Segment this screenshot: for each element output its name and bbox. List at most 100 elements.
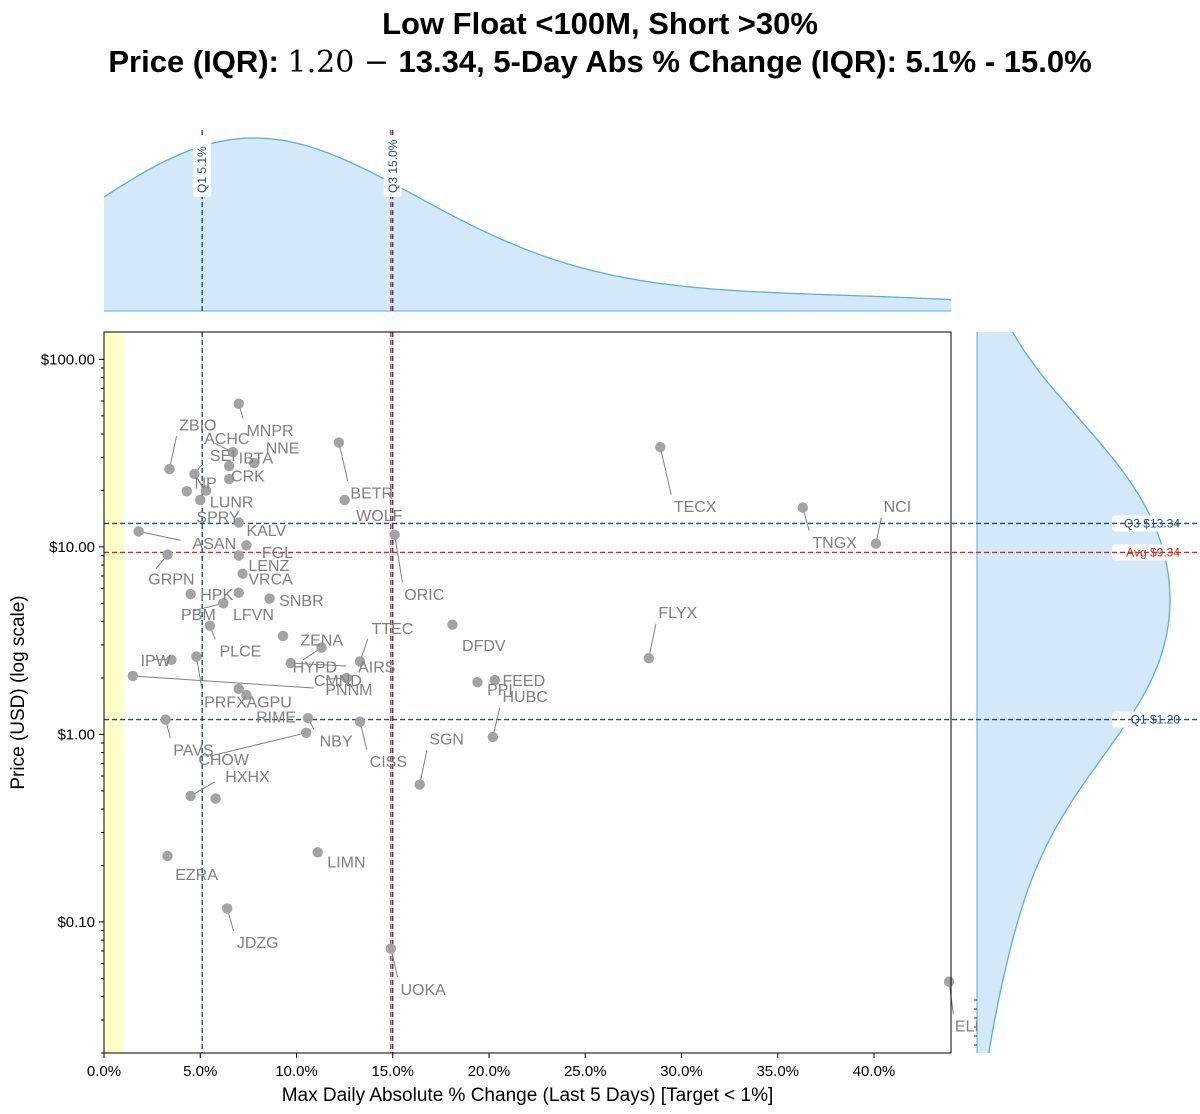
data-point [195, 494, 206, 506]
right-kde-line [988, 331, 1171, 1054]
point-label: VRCA [248, 571, 293, 588]
point-label: NP [194, 476, 216, 493]
y-tick-label: $100.00 [41, 351, 95, 368]
point-label: SEI [210, 448, 236, 465]
leader-line [290, 662, 347, 667]
point-label: HPK [200, 587, 233, 604]
point-label: ELI [955, 1019, 979, 1036]
leader-line [659, 447, 672, 495]
x-tick-label: 25.0% [564, 1063, 607, 1080]
leader-line [192, 602, 224, 612]
x-tick-label: 5.0% [183, 1063, 217, 1080]
main-scatter-plot: MNPRZBIOACHCBETRTECXNNEIBTASEICRKNPLUNRS… [8, 331, 1200, 1106]
top-marginal-kde: Q1 5.1% Q3 15.0% [103, 130, 952, 312]
data-point [264, 593, 275, 604]
chart-title-line-2: Price (IQR): 1.20 − 13.34, 5-Day Abs % C… [0, 44, 1200, 81]
data-point [472, 676, 483, 688]
data-point [164, 463, 175, 475]
data-point [189, 468, 200, 480]
data-point [797, 502, 808, 513]
data-point [655, 442, 666, 453]
point-label: PLCE [220, 644, 262, 661]
data-point [300, 727, 312, 739]
data-point [339, 494, 350, 506]
data-point [414, 779, 425, 790]
data-point [210, 793, 221, 804]
data-point [200, 485, 212, 496]
point-label: PNNM [325, 682, 372, 699]
point-label: LFVN [233, 607, 274, 624]
data-point [162, 549, 173, 560]
y-tick-label: $10.00 [49, 539, 95, 556]
data-point [160, 714, 171, 725]
point-label: DFDV [462, 638, 506, 655]
point-label: SGN [429, 732, 464, 749]
point-label: PRFX [204, 694, 247, 711]
y-tick-label: $1.00 [57, 726, 95, 743]
data-point [237, 568, 248, 579]
point-label: CRK [231, 469, 265, 486]
leader-line [209, 732, 307, 757]
data-point [233, 587, 244, 598]
point-label: CMND [314, 673, 362, 690]
data-point [389, 529, 400, 541]
q3-x-label-bg [383, 137, 402, 197]
point-label: PAVS [173, 743, 213, 760]
data-point [341, 672, 352, 684]
data-point [285, 657, 296, 669]
data-point [233, 398, 244, 409]
point-label: CISS [370, 754, 407, 771]
point-label: TECX [674, 499, 717, 516]
x-tick-label: 35.0% [756, 1063, 799, 1080]
q1-x-label: Q1 5.1% [195, 146, 209, 193]
leader-line [338, 442, 349, 481]
data-point [133, 526, 144, 537]
data-point [127, 670, 139, 682]
leader-line [419, 750, 428, 785]
top-kde-area [104, 138, 951, 311]
data-point [227, 446, 239, 458]
data-point [302, 713, 314, 724]
data-point [166, 654, 177, 666]
target-band [104, 332, 124, 1053]
point-label: AGPU [246, 694, 291, 711]
data-point [241, 689, 252, 701]
point-label: TNGX [812, 535, 857, 552]
data-point [354, 716, 366, 727]
data-point [185, 588, 196, 600]
point-label: EZRA [175, 867, 218, 884]
data-point [191, 651, 202, 662]
data-point [233, 683, 244, 695]
data-point [312, 847, 323, 858]
point-label: ASAN [193, 536, 237, 553]
point-label: AIRS [358, 660, 395, 677]
data-point [223, 473, 235, 485]
title-change-iqr: 13.34, 5-Day Abs % Change (IQR): 5.1% - … [398, 44, 1092, 79]
point-label: MNPR [246, 423, 293, 440]
point-label: IPW [141, 653, 172, 670]
point-label: HYPD [293, 660, 337, 677]
data-point [487, 731, 499, 743]
q3-x-label: Q3 15.0% [386, 139, 400, 193]
point-label: SNBR [279, 593, 323, 610]
data-point [870, 538, 882, 549]
point-label: NCI [884, 499, 912, 516]
data-point [181, 486, 192, 497]
chart-title-line-1: Low Float <100M, Short >30% [382, 6, 818, 41]
point-label: UOKA [400, 982, 446, 999]
data-point [223, 460, 235, 472]
data-point [277, 630, 289, 642]
data-point [162, 850, 173, 862]
x-tick-label: 10.0% [275, 1063, 318, 1080]
x-tick-label: 40.0% [853, 1063, 896, 1080]
y-axis-label: Price (USD) (log scale) [8, 595, 29, 789]
point-label: FGL [262, 545, 293, 562]
point-label: ACHC [204, 431, 249, 448]
top-kde-line [103, 137, 952, 301]
point-label: SPRY [196, 510, 240, 527]
point-label: BETR [350, 486, 393, 503]
point-label: PPI [487, 682, 513, 699]
point-label: ZENA [300, 633, 343, 650]
